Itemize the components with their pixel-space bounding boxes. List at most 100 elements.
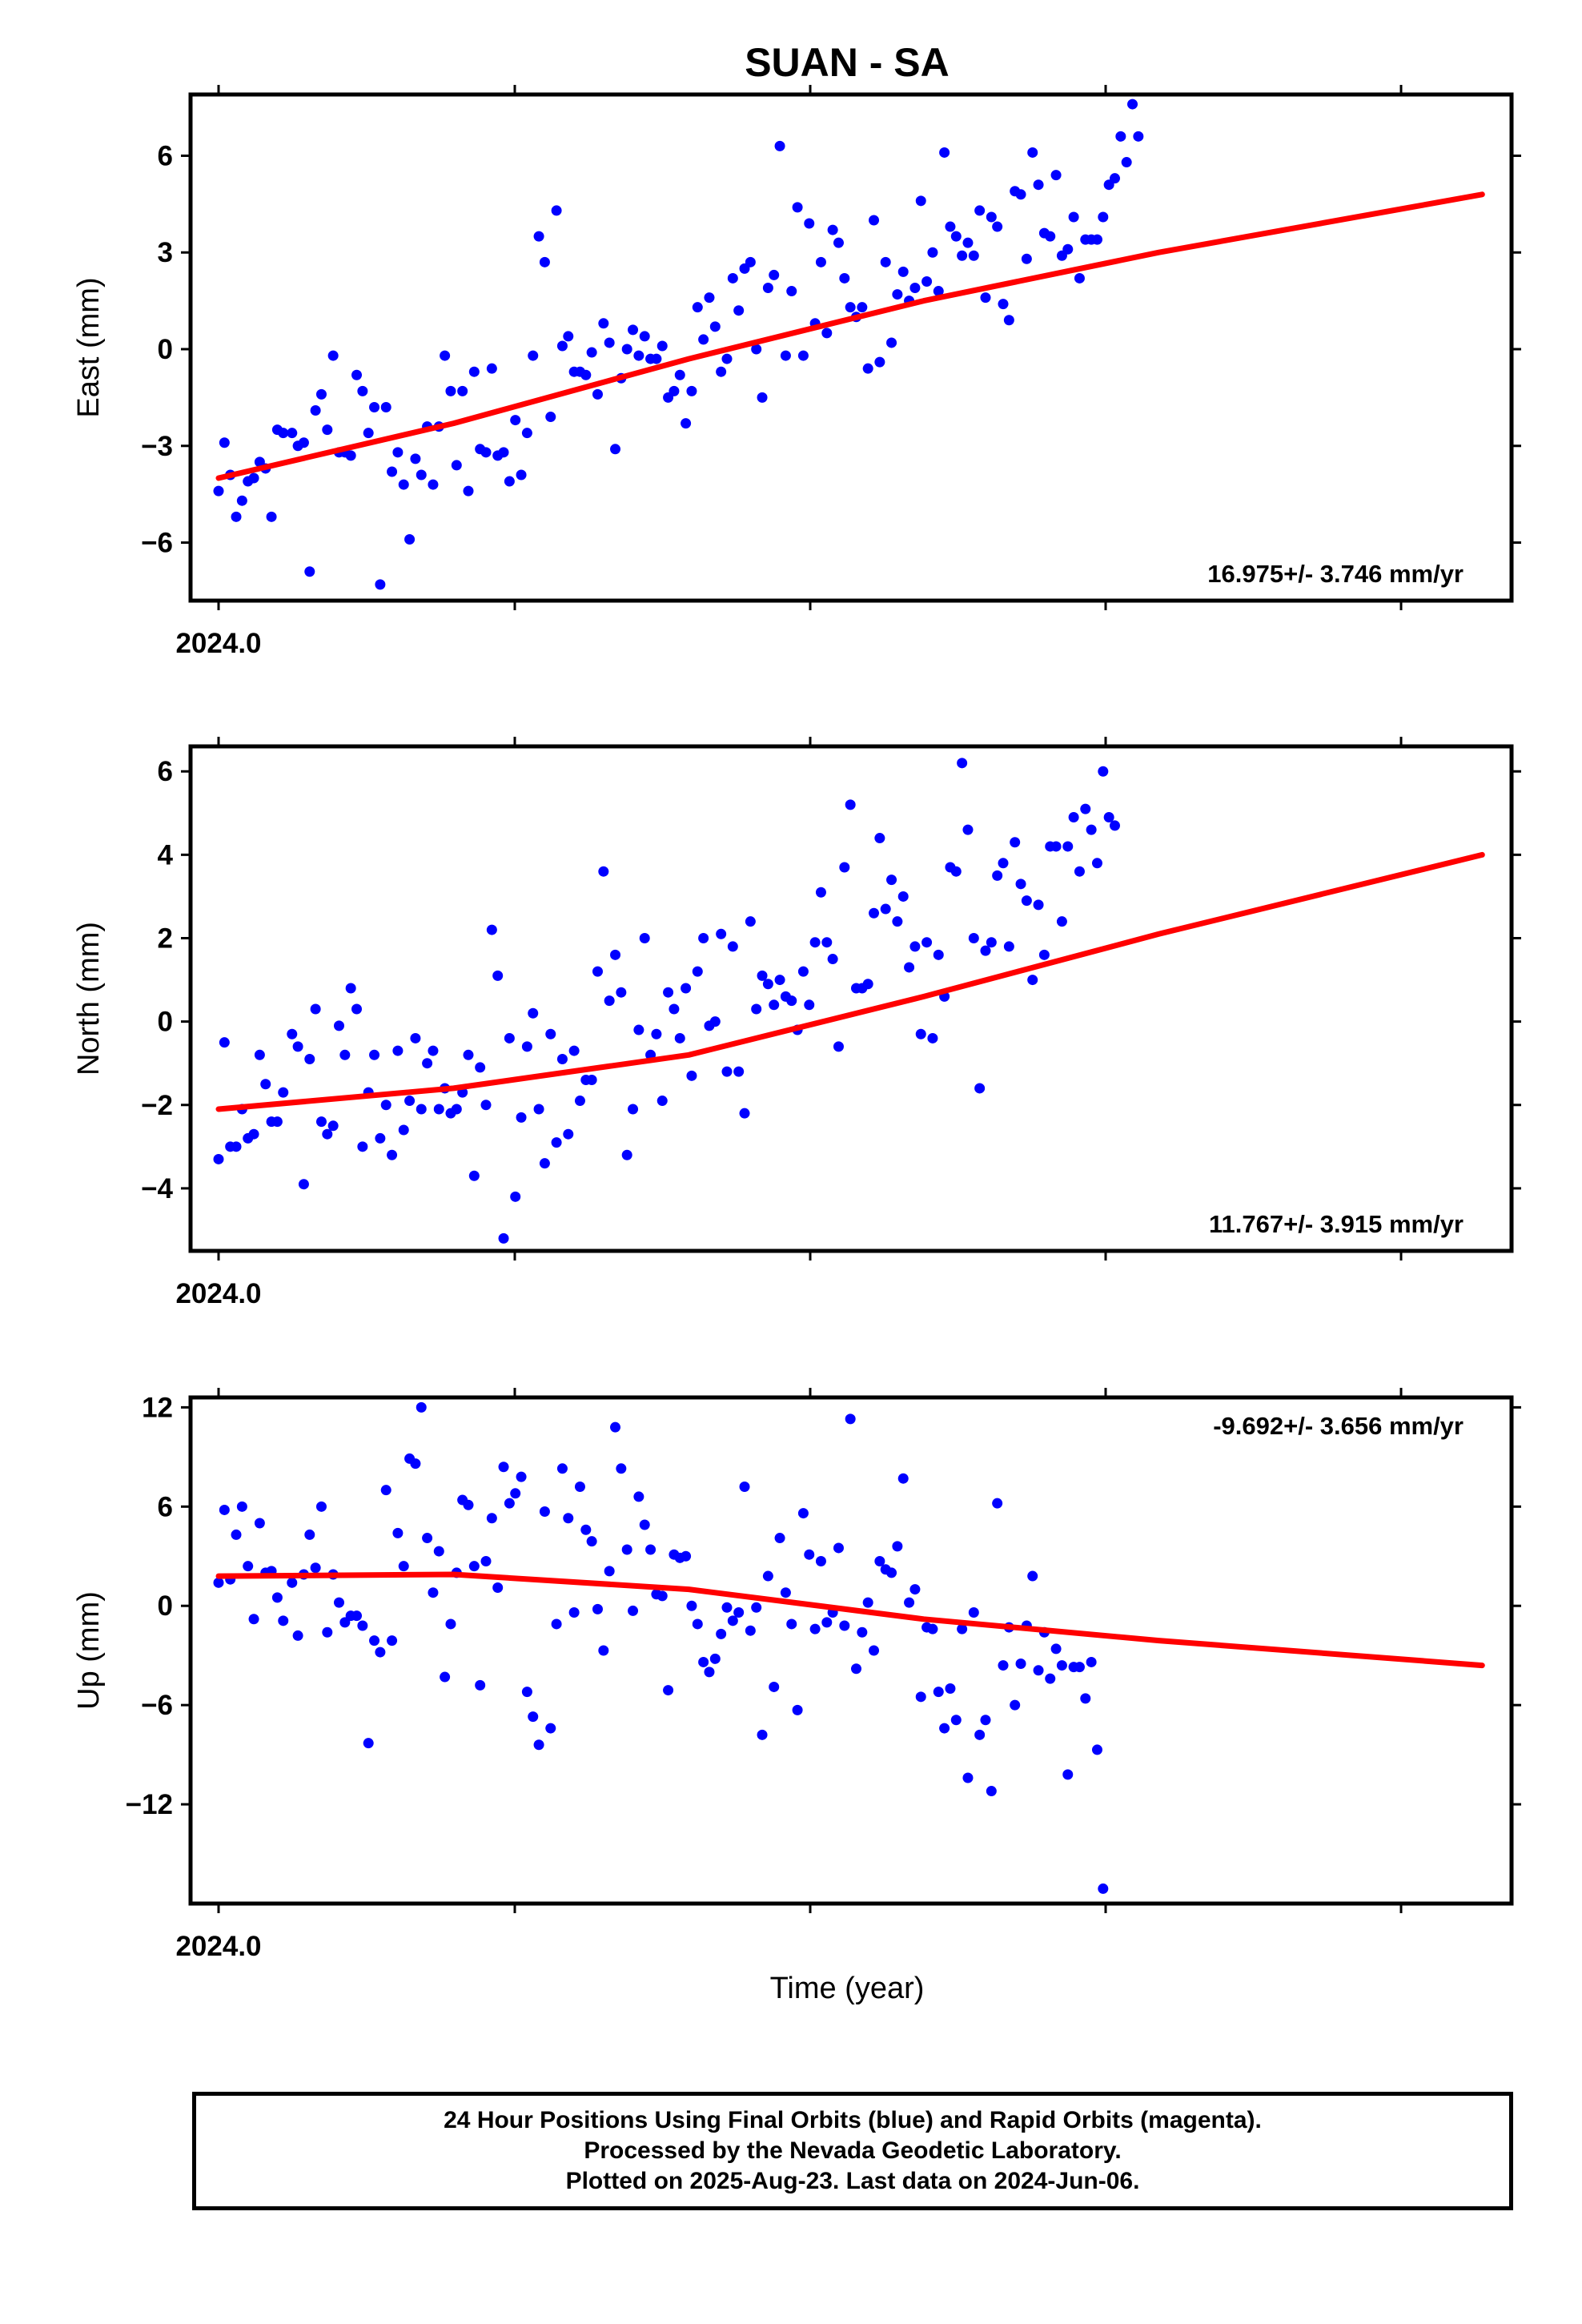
data-point [213, 485, 224, 497]
data-point [827, 224, 838, 235]
data-point [986, 937, 997, 948]
data-point [521, 1041, 532, 1052]
data-point [416, 1401, 427, 1413]
data-point [580, 369, 592, 380]
data-point [1109, 173, 1120, 184]
data-point [1033, 179, 1044, 191]
data-point [333, 1597, 344, 1608]
data-point [769, 1681, 780, 1692]
y-axis-label: Up (mm) [72, 1591, 106, 1710]
data-point [322, 424, 333, 436]
data-point [271, 1592, 283, 1603]
data-point [463, 485, 474, 497]
data-point [892, 1541, 903, 1552]
data-point [815, 256, 826, 267]
data-point [545, 1028, 556, 1039]
trend-line [215, 851, 1485, 1112]
data-point [751, 1602, 762, 1613]
data-point [304, 566, 315, 577]
data-point [639, 331, 650, 342]
velocity-rate-label: -9.692+/- 3.656 mm/yr [1213, 1412, 1464, 1440]
data-point [248, 1614, 259, 1625]
data-point [369, 1049, 380, 1060]
data-point [757, 392, 768, 403]
data-point [1074, 1662, 1085, 1673]
y-tick-label: 6 [158, 756, 173, 787]
data-point [915, 195, 926, 207]
data-point [428, 1045, 439, 1056]
data-point [428, 479, 439, 490]
plot-frame [188, 744, 1514, 1253]
trend-line [215, 191, 1485, 481]
data-point [433, 1546, 444, 1557]
data-point [686, 1600, 697, 1611]
data-point [416, 469, 427, 480]
data-point [862, 1597, 873, 1608]
data-point [850, 1663, 861, 1675]
data-point [563, 331, 574, 342]
data-point [909, 941, 921, 952]
data-point [862, 979, 873, 990]
data-point [333, 1020, 344, 1031]
data-point [880, 903, 891, 915]
data-point [398, 1124, 409, 1136]
y-tick-label: −12 [126, 1789, 173, 1820]
data-point [1015, 189, 1026, 200]
data-point [231, 511, 242, 522]
data-point [545, 1723, 556, 1734]
data-point [480, 447, 492, 458]
data-point [656, 1590, 668, 1602]
data-point [774, 140, 785, 151]
data-point [1062, 841, 1074, 852]
data-point [287, 428, 298, 439]
data-point [480, 1100, 492, 1111]
data-point [727, 1615, 738, 1626]
data-point [468, 366, 480, 377]
data-point [410, 453, 421, 464]
data-point [586, 1536, 597, 1547]
data-point [957, 1623, 968, 1634]
data-point [1010, 1699, 1021, 1711]
footer-caption-box: 24 Hour Positions Using Final Orbits (bl… [192, 2092, 1513, 2210]
data-point [804, 218, 815, 229]
data-point [915, 1691, 926, 1703]
data-point [962, 1772, 974, 1783]
data-point [586, 347, 597, 358]
data-point [440, 350, 451, 361]
data-point [904, 1597, 915, 1608]
data-point [616, 1463, 627, 1474]
data-point [621, 1149, 632, 1160]
data-point [616, 987, 627, 998]
panel-up: 2024.0 −12 −6 0 6 12 Up (mm) -9.692+/- 3.656 mm… [72, 1388, 1521, 1962]
data-point [762, 1570, 773, 1582]
data-point [797, 1508, 809, 1519]
data-point [1056, 916, 1067, 927]
data-point [1098, 211, 1109, 223]
data-point [1062, 1769, 1074, 1780]
data-point [410, 1032, 421, 1043]
y-tick-label: 0 [158, 334, 173, 365]
velocity-rate-label: 16.975+/- 3.746 mm/yr [1207, 560, 1464, 588]
data-point [1103, 812, 1114, 823]
data-point [574, 1482, 585, 1493]
data-point [733, 1606, 745, 1618]
data-point [1091, 234, 1102, 245]
data-point [986, 211, 997, 223]
data-point [962, 237, 974, 248]
data-point [351, 369, 363, 380]
data-point [510, 1191, 521, 1202]
data-point [510, 1488, 521, 1499]
data-point [345, 983, 356, 994]
data-point [521, 1687, 532, 1698]
data-point [278, 1615, 289, 1626]
y-tick-label: −4 [141, 1173, 173, 1204]
data-point [1056, 1660, 1067, 1671]
data-point [686, 1070, 697, 1081]
data-point [404, 534, 416, 545]
data-point [980, 1715, 991, 1726]
data-point [721, 1602, 733, 1613]
data-point [1074, 272, 1085, 283]
data-point [592, 966, 603, 977]
data-point [780, 1587, 791, 1598]
